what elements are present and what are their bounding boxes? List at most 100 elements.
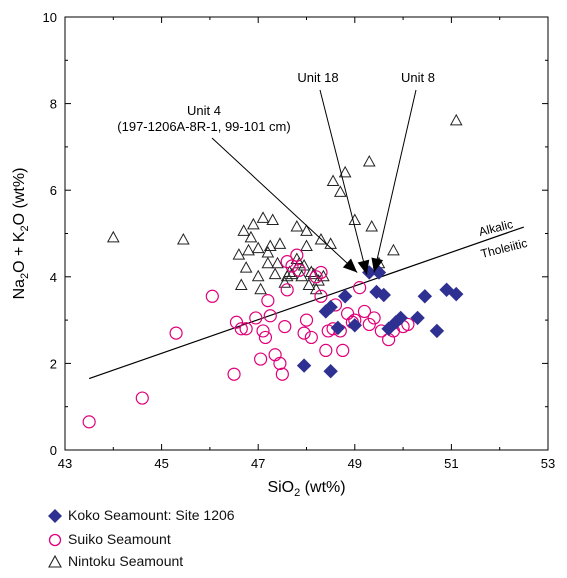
suiko-point bbox=[239, 322, 253, 336]
nintoku-point bbox=[239, 261, 253, 273]
suiko-point bbox=[336, 343, 350, 358]
x-tick-label: 47 bbox=[251, 456, 265, 471]
koko-point bbox=[376, 287, 391, 303]
nintoku-point bbox=[362, 155, 376, 167]
koko-point bbox=[393, 310, 408, 326]
y-tick-label: 6 bbox=[50, 183, 57, 198]
koko-point bbox=[381, 321, 396, 336]
koko-point bbox=[337, 289, 353, 304]
circle-marker-icon bbox=[48, 533, 62, 547]
suiko-point bbox=[273, 356, 287, 370]
suiko-point bbox=[304, 330, 318, 345]
legend-label-nintoku: Nintoku Seamount bbox=[68, 553, 184, 569]
nintoku-point bbox=[324, 237, 337, 249]
unit-4-label: (197-1206A-8R-1, 99-101 cm) bbox=[117, 119, 290, 134]
suiko-point bbox=[256, 324, 270, 338]
nintoku-point bbox=[326, 174, 340, 187]
koko-point bbox=[330, 320, 346, 336]
unit-18-arrow-line bbox=[319, 89, 368, 275]
legend-item-nintoku: Nintoku Seamount bbox=[44, 552, 444, 572]
nintoku-point bbox=[261, 256, 275, 269]
legend-label-koko: Koko Seamount: Site 1206 bbox=[68, 507, 235, 523]
suiko-point bbox=[309, 270, 323, 284]
y-tick-label: 10 bbox=[43, 10, 57, 25]
suiko-point bbox=[205, 289, 219, 303]
unit-18-label: Unit 18 bbox=[297, 70, 338, 85]
suiko-point bbox=[290, 248, 304, 262]
nintoku-point bbox=[251, 269, 265, 282]
nintoku-point bbox=[261, 245, 275, 258]
triangle-marker-icon bbox=[48, 554, 62, 568]
nintoku-point bbox=[302, 278, 316, 290]
nintoku-point bbox=[232, 248, 246, 260]
nintoku-point bbox=[300, 239, 313, 251]
suiko-point bbox=[280, 283, 294, 297]
koko-point bbox=[429, 323, 445, 339]
koko-point bbox=[296, 358, 312, 373]
x-tick-label: 49 bbox=[348, 456, 362, 471]
y-tick-label: 8 bbox=[50, 97, 57, 112]
nintoku-point bbox=[234, 278, 248, 290]
suiko-point bbox=[314, 289, 328, 303]
nintoku-point bbox=[449, 113, 463, 126]
unit-18-arrow-head bbox=[357, 259, 370, 275]
legend-item-suiko: Suiko Seamount bbox=[44, 530, 444, 550]
koko-point bbox=[410, 310, 425, 326]
nintoku-point bbox=[268, 267, 282, 280]
x-tick-label: 43 bbox=[58, 456, 72, 471]
suiko-point bbox=[169, 326, 183, 340]
nintoku-point bbox=[271, 256, 284, 269]
nintoku-point bbox=[273, 237, 287, 249]
nintoku-point bbox=[266, 213, 280, 226]
suiko-point bbox=[297, 326, 311, 340]
koko-point bbox=[323, 363, 338, 379]
suiko-point bbox=[280, 255, 294, 269]
unit-8-arrow-head bbox=[371, 257, 384, 273]
annotation-layer: Unit 18 Unit 8 Unit 4(197-1206A-8R-1, 99-1… bbox=[117, 70, 435, 275]
nintoku-point bbox=[314, 232, 328, 245]
suiko-point bbox=[227, 367, 241, 381]
koko-point bbox=[323, 299, 338, 315]
alkalic-label: Alkalic bbox=[477, 217, 514, 239]
nintoku-point bbox=[244, 230, 258, 243]
koko-point bbox=[439, 282, 454, 297]
alkalic-tholeiitic-divider bbox=[88, 226, 525, 380]
suiko-point bbox=[319, 343, 333, 358]
koko-point bbox=[347, 318, 363, 333]
suiko-point bbox=[314, 265, 328, 280]
unit-8-arrow-line bbox=[373, 89, 417, 273]
suiko-point bbox=[278, 319, 292, 334]
unit-4-arrow-head bbox=[342, 258, 358, 273]
suiko-point bbox=[353, 281, 367, 295]
nintoku-point bbox=[365, 219, 379, 232]
nintoku-point bbox=[251, 241, 265, 254]
suiko-point bbox=[263, 309, 277, 323]
y-tick-label: 0 bbox=[50, 443, 57, 458]
suiko-point bbox=[275, 367, 289, 381]
legend-item-koko: Koko Seamount: Site 1206 bbox=[44, 506, 444, 526]
nintoku-point bbox=[348, 213, 362, 226]
suiko-point bbox=[299, 313, 314, 327]
x-axis-label: SiO2 (wt%) bbox=[267, 479, 345, 499]
nintoku-point bbox=[387, 243, 400, 256]
suiko-point bbox=[135, 391, 149, 405]
nintoku-point bbox=[242, 243, 255, 256]
suiko-point bbox=[367, 311, 381, 325]
suiko-point bbox=[254, 352, 268, 366]
suiko-point bbox=[249, 311, 263, 325]
nintoku-point bbox=[300, 224, 313, 236]
x-tick-label: 51 bbox=[444, 456, 458, 471]
y-tick-label: 2 bbox=[50, 356, 57, 371]
suiko-point bbox=[401, 317, 415, 332]
y-axis-ticks: 0 2 4 6 8 10 bbox=[43, 10, 548, 458]
koko-point bbox=[417, 289, 433, 304]
suiko-point bbox=[82, 415, 96, 429]
unit-4-arrow-line bbox=[211, 137, 358, 273]
suiko-point bbox=[234, 322, 248, 336]
nintoku-point bbox=[290, 219, 304, 232]
suiko-point bbox=[357, 304, 372, 319]
y-axis-label: Na2O + K2O (wt%) bbox=[11, 168, 31, 300]
suiko-point bbox=[285, 259, 299, 273]
